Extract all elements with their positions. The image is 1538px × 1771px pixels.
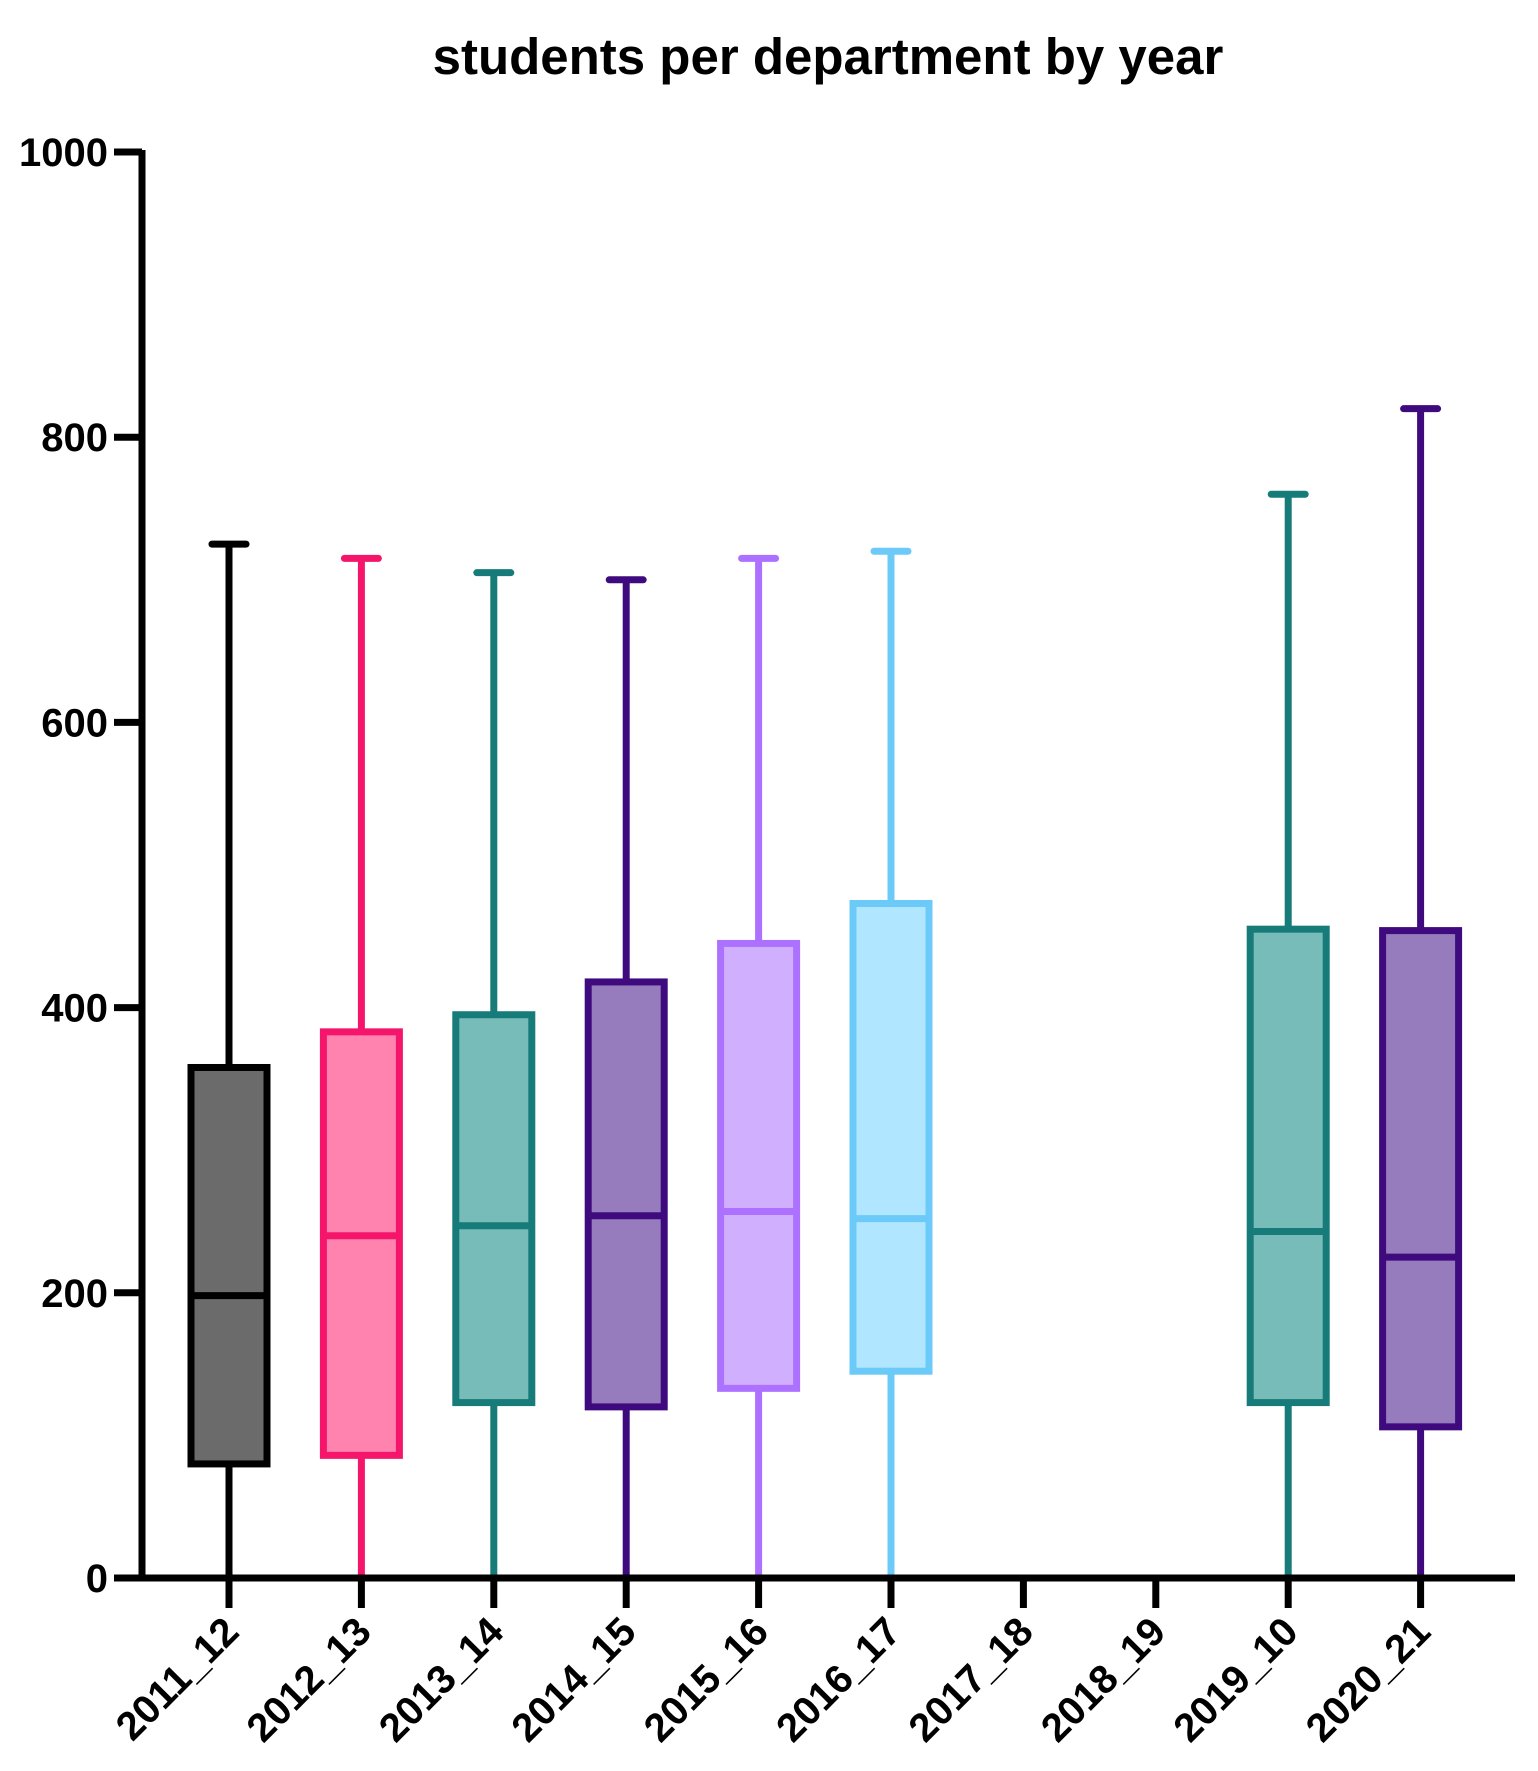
x-tick-label: 2017_18 [901, 1609, 1042, 1750]
box-iqr [452, 1011, 536, 1407]
x-tick-label: 2015_16 [636, 1609, 777, 1750]
box-2020_21 [1379, 405, 1463, 1582]
box-iqr [717, 939, 801, 1392]
box-2011_12 [187, 540, 271, 1582]
x-tick-label: 2011_12 [108, 1609, 248, 1749]
y-tick-label: 400 [41, 987, 108, 1031]
box-2016_17 [849, 547, 933, 1582]
x-tick-label: 2020_21 [1298, 1609, 1439, 1750]
box-2012_13 [319, 554, 403, 1582]
x-tick-label: 2016_17 [768, 1609, 909, 1750]
x-tick-label: 2013_14 [371, 1609, 513, 1751]
x-tick-label: 2014_15 [503, 1609, 644, 1750]
box-iqr [1379, 927, 1463, 1431]
boxes-layer [187, 405, 1463, 1582]
x-tick-label: 2012_13 [239, 1609, 380, 1750]
y-tick-label: 0 [86, 1557, 108, 1601]
y-tick-label: 200 [41, 1272, 108, 1316]
y-tick-label: 800 [41, 416, 108, 460]
box-iqr [1246, 925, 1330, 1407]
x-tick-label: 2018_19 [1033, 1609, 1174, 1750]
box-iqr [584, 978, 668, 1411]
y-tick-label: 1000 [19, 131, 108, 175]
box-iqr [849, 900, 933, 1375]
y-tick-label: 600 [41, 701, 108, 745]
box-2015_16 [717, 554, 801, 1582]
box-iqr [319, 1028, 403, 1459]
box-2019_10 [1246, 490, 1330, 1582]
box-2013_14 [452, 569, 536, 1582]
box-iqr [187, 1063, 271, 1468]
x-tick-label: 2019_10 [1165, 1609, 1306, 1750]
box-2014_15 [584, 576, 668, 1582]
chart-title: students per department by year [433, 28, 1224, 85]
